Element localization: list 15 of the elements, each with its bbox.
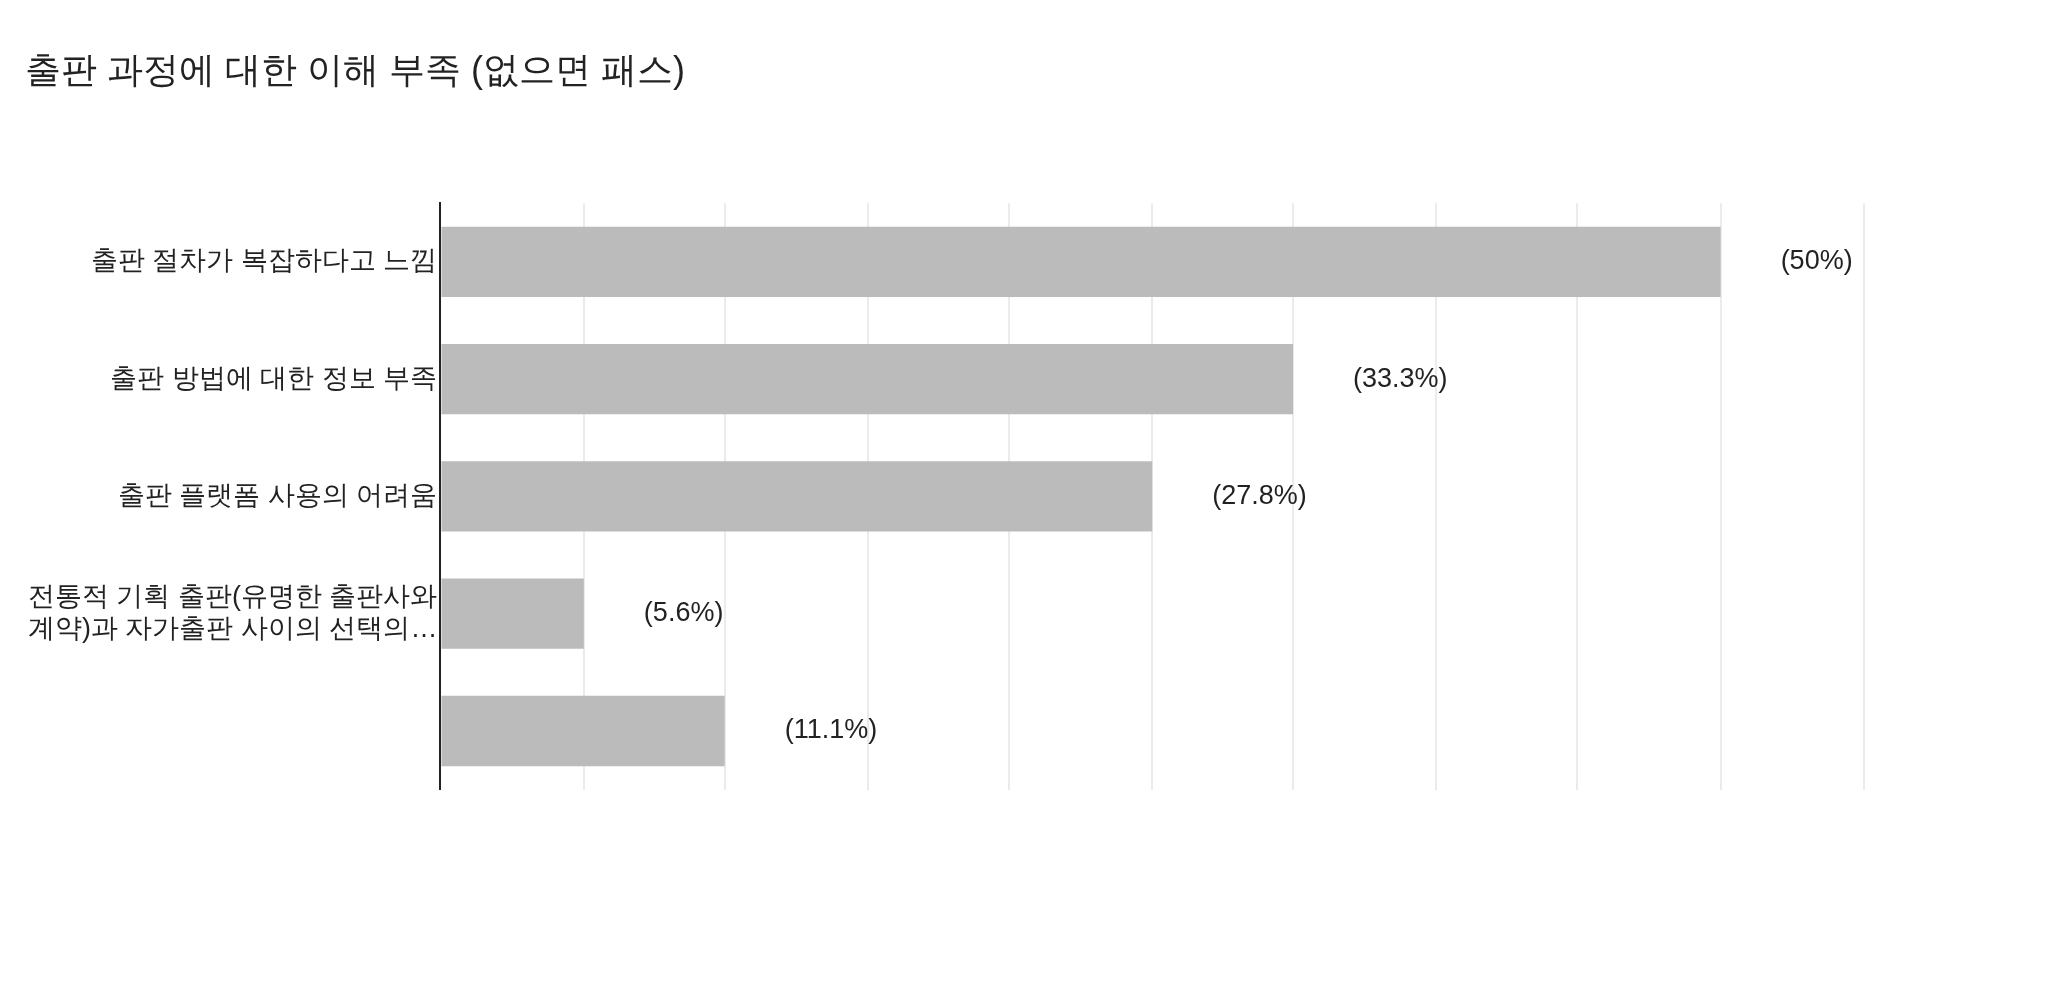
y-tick-label: 출판 플랫폼 사용의 어려움 [117,479,438,510]
bar [441,343,1294,415]
bar [441,695,725,767]
y-tick-label: 출판 방법에 대한 정보 부족 [110,362,438,393]
data-label: (5.6%) [643,597,724,628]
chart-title: 출판 과정에 대한 이해 부족 (없으면 패스) [25,48,685,90]
bar [441,226,1721,298]
data-label: (11.1%) [784,714,878,745]
y-tick-label: 전통적 기획 출판(유명한 출판사와 계약)과 자가출판 사이의 선택의… [28,580,438,644]
y-tick-label: 출판 절차가 복잡하다고 느낌 [90,245,438,276]
bar [441,461,1153,532]
data-label: (50%) [1780,245,1853,276]
data-label: (33.3%) [1353,362,1448,393]
data-label: (27.8%) [1212,479,1307,510]
bar [441,578,584,649]
